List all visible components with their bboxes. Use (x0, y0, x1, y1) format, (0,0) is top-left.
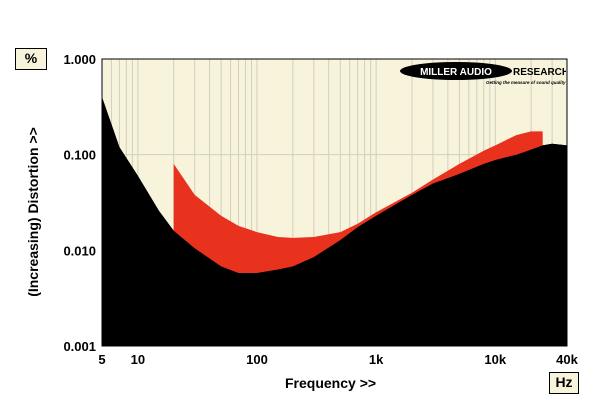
series-layer (102, 97, 567, 346)
x-tick-label: 10k (484, 352, 506, 367)
x-tick-label: 1k (369, 352, 384, 367)
svg-text:Getting the measure of sound q: Getting the measure of sound quality (486, 80, 566, 85)
x-tick-label: 5 (98, 352, 105, 367)
lower-distortion-area-overlay (102, 97, 567, 346)
x-axis-title: Frequency >> (285, 375, 377, 391)
y-unit-label: % (15, 48, 47, 70)
svg-text:MILLER AUDIO: MILLER AUDIO (420, 67, 492, 78)
y-tick-label: 0.010 (63, 243, 96, 258)
svg-text:RESEARCH: RESEARCH (513, 67, 566, 78)
x-tick-label: 40k (556, 352, 578, 367)
y-tick-label: 0.100 (63, 148, 96, 163)
x-unit-label: Hz (549, 372, 579, 394)
plot-frame (101, 58, 568, 347)
tick-labels: 5 10 100 1k 10k 40k 1.000 0.100 0.010 0.001 (63, 52, 578, 367)
y-tick-label: 0.001 (63, 339, 96, 354)
miller-audio-research-logo: MILLER AUDIO RESEARCH Getting the measur… (400, 62, 566, 85)
x-tick-label: 100 (246, 352, 268, 367)
y-axis-title: (Increasing) Distortion >> (25, 127, 41, 297)
x-tick-label: 10 (131, 352, 145, 367)
y-tick-label: 1.000 (63, 52, 96, 67)
logo-badge (400, 62, 512, 80)
